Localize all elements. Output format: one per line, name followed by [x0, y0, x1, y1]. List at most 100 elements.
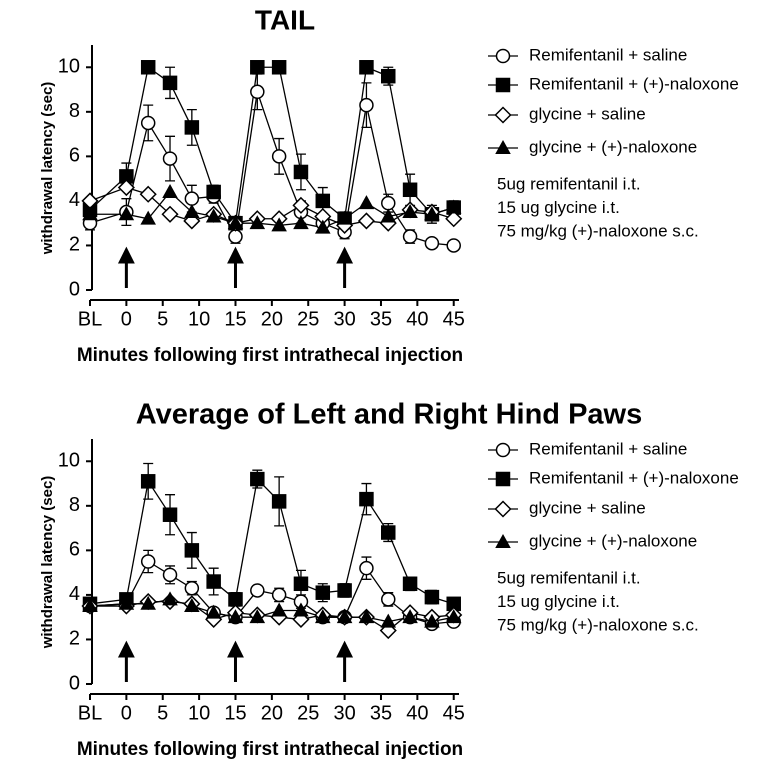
note: 5ug remifentanil i.t. [497, 174, 641, 193]
marker [424, 589, 440, 605]
x-axis-label: Minutes following first intrathecal inje… [77, 739, 463, 760]
chart: TAIL 0 2 4 6 8 10 BL 0 5 10 15 20 25 30 35 40 45 withdrawa… [39, 4, 739, 366]
legend-label: glycine + (+)-naloxone [529, 531, 697, 550]
note: 15 ug glycine i.t. [497, 592, 620, 611]
legend-label: Remifentanil + saline [529, 439, 687, 458]
arrow [227, 640, 244, 682]
marker [118, 206, 135, 221]
marker [140, 210, 156, 225]
marker [337, 583, 352, 598]
y-tick-label: 8 [69, 100, 80, 122]
marker [271, 217, 287, 232]
arrow [117, 246, 135, 288]
note: 15 ug glycine i.t. [497, 198, 620, 217]
marker [250, 471, 265, 487]
x-tick-label: 30 [333, 308, 355, 330]
y-tick-label: 10 [58, 450, 80, 472]
marker [250, 60, 265, 75]
marker [315, 193, 331, 209]
marker [381, 68, 396, 84]
y-tick-label: 0 [69, 672, 80, 694]
marker [162, 151, 178, 166]
marker [162, 183, 178, 198]
x-tick-label: 5 [157, 702, 168, 724]
marker [315, 585, 331, 600]
legend-marker [495, 139, 511, 154]
note: 75 mg/kg (+)-naloxone s.c. [497, 615, 699, 634]
marker [271, 60, 287, 75]
marker [140, 595, 156, 610]
chart: Average of Left and Right Hind Paws 0 2 4 6 8… [39, 399, 739, 760]
x-axis-label: Minutes following first intrathecal inje… [77, 345, 463, 366]
marker [358, 195, 375, 210]
marker [315, 609, 331, 624]
x-tick-label: 15 [224, 308, 246, 330]
marker [293, 576, 309, 592]
arrow [336, 640, 354, 682]
marker [445, 199, 462, 214]
y-tick-label: 6 [69, 145, 80, 167]
marker [184, 580, 200, 596]
marker [359, 560, 374, 576]
marker [271, 587, 287, 603]
marker [227, 609, 244, 624]
marker [250, 583, 265, 598]
x-tick-label: 0 [121, 308, 132, 330]
marker [359, 97, 374, 113]
marker [402, 182, 418, 198]
marker [380, 208, 397, 223]
marker [162, 75, 178, 91]
y-tick-label: 6 [69, 539, 80, 561]
legend-marker [495, 77, 511, 93]
x-tick-label: 45 [443, 702, 465, 724]
marker [250, 84, 265, 100]
marker [271, 494, 287, 509]
legend-marker [495, 533, 511, 548]
x-tick-label: 25 [297, 702, 319, 724]
marker [381, 592, 396, 607]
arrow [117, 640, 135, 682]
marker [402, 229, 418, 244]
legend-label: Remifentanil + (+)-naloxone [529, 468, 739, 487]
legend-label: Remifentanil + (+)-naloxone [529, 74, 739, 93]
x-tick-label: 5 [157, 308, 168, 330]
note: 5ug remifentanil i.t. [497, 568, 641, 587]
legend-label: Remifentanil + saline [529, 45, 687, 64]
marker [162, 507, 178, 522]
y-tick-label: 10 [58, 56, 80, 78]
arrow [336, 246, 354, 288]
marker [445, 210, 463, 228]
marker [228, 229, 243, 244]
marker [249, 609, 266, 624]
x-tick-label: BL [78, 702, 102, 724]
x-tick-label: 35 [370, 308, 392, 330]
marker [205, 604, 222, 619]
marker [228, 592, 243, 607]
x-tick-label: 45 [443, 308, 465, 330]
marker [184, 598, 200, 612]
marker [139, 185, 157, 203]
marker [206, 574, 221, 589]
y-tick-label: 0 [69, 278, 80, 300]
marker [117, 178, 135, 197]
legend-label: glycine + saline [529, 498, 646, 517]
marker [292, 196, 310, 214]
marker [82, 598, 98, 612]
y-tick-label: 4 [69, 583, 80, 605]
legend-label: glycine + saline [529, 104, 646, 123]
note: 75 mg/kg (+)-naloxone s.c. [497, 221, 699, 240]
x-tick-label: 15 [224, 702, 246, 724]
marker [293, 215, 309, 230]
marker [424, 235, 440, 251]
x-tick-label: 20 [261, 308, 283, 330]
marker [140, 115, 156, 131]
y-tick-label: 8 [69, 494, 80, 516]
marker [424, 613, 440, 628]
series-line [89, 560, 454, 625]
marker [445, 609, 462, 624]
marker [271, 602, 287, 617]
marker [402, 609, 418, 624]
marker [161, 205, 179, 223]
marker [162, 567, 178, 583]
